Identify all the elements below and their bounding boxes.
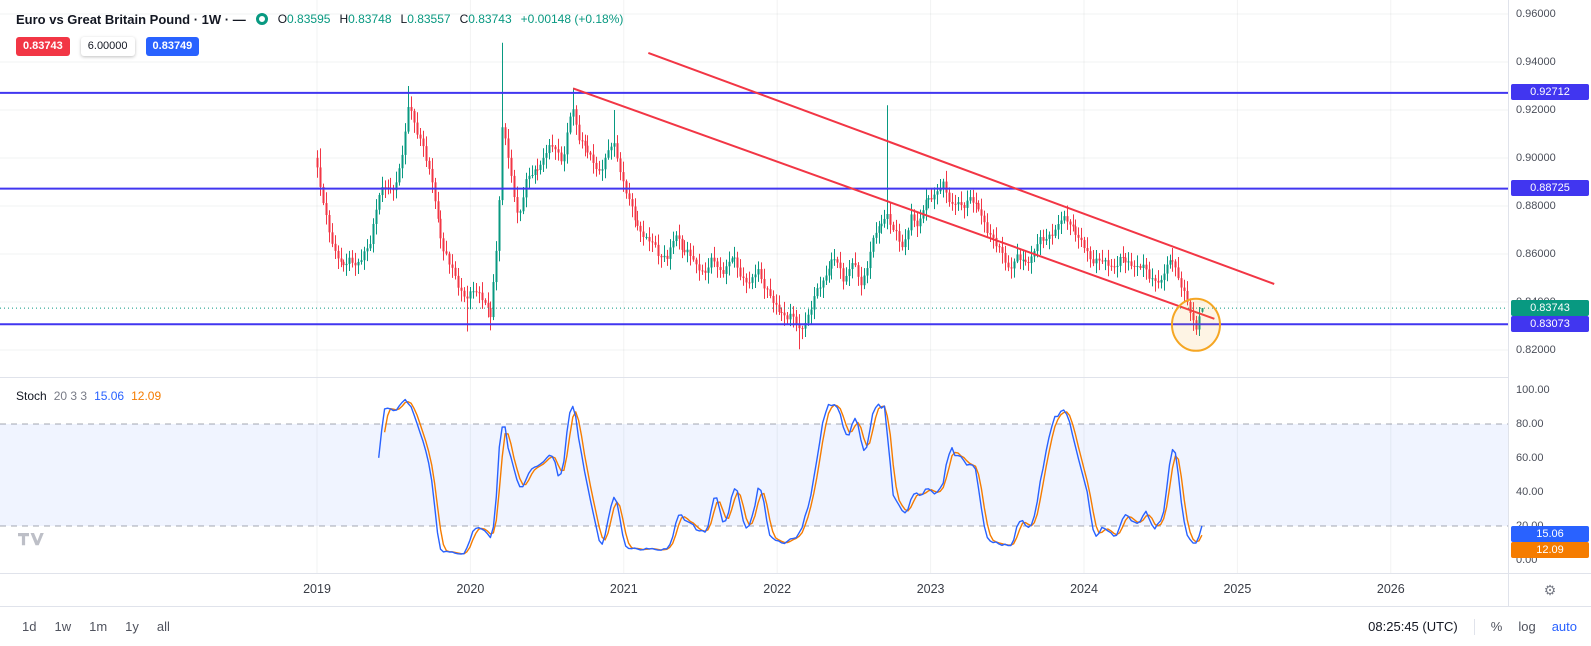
sell-price-badge[interactable]: 0.83743: [16, 37, 70, 56]
percent-scale-button[interactable]: %: [1490, 619, 1503, 634]
level-price-badge: 0.92712: [1511, 84, 1589, 101]
pane-divider[interactable]: [0, 377, 1508, 378]
time-axis-year[interactable]: 2025: [1223, 582, 1252, 596]
market-status-icon[interactable]: [255, 13, 268, 25]
price-tick: 0.92000: [1516, 103, 1556, 116]
stoch-k-value: 15.06: [94, 389, 125, 403]
descending-trend-line[interactable]: [572, 87, 1215, 320]
time-axis-year[interactable]: 2023: [916, 582, 945, 596]
buy-price-badge[interactable]: 0.83749: [145, 37, 200, 56]
auto-scale-button[interactable]: auto: [1551, 619, 1577, 634]
high-label: H: [339, 12, 349, 26]
range-1w-button[interactable]: 1w: [54, 619, 72, 634]
time-axis-year[interactable]: 2019: [303, 582, 331, 596]
log-scale-button[interactable]: log: [1518, 619, 1536, 634]
price-tick: 0.86000: [1516, 247, 1556, 260]
stoch-k-line: [378, 398, 1203, 555]
price-tick: 0.96000: [1516, 7, 1556, 20]
stoch-indicator-title[interactable]: Stoch: [16, 389, 47, 403]
toolbar-divider: [1473, 618, 1475, 635]
low-value: 0.83557: [407, 12, 451, 26]
time-axis-year[interactable]: 2020: [456, 582, 485, 596]
axis-settings-corner: ⚙: [1508, 573, 1591, 606]
stoch-d-badge: 12.09: [1511, 542, 1589, 559]
price-tick: 0.94000: [1516, 55, 1556, 68]
low-label: L: [400, 12, 408, 26]
range-1y-button[interactable]: 1y: [125, 619, 139, 634]
price-tick: 0.88000: [1516, 199, 1556, 212]
price-pane-canvas[interactable]: [0, 0, 1508, 378]
date-range-buttons: 1d 1w 1m 1y all: [14, 616, 178, 637]
stoch-d-value: 12.09: [131, 389, 162, 403]
stoch-params: 20 3 3: [53, 389, 88, 403]
stoch-tick: 100.00: [1516, 383, 1550, 396]
price-axis[interactable]: 0.96000 0.94000 0.92000 0.90000 0.88000 0.860…: [1508, 0, 1591, 606]
change-value: +0.00148 (+0.18%): [520, 12, 624, 26]
range-1d-button[interactable]: 1d: [22, 619, 37, 634]
stoch-legend: Stoch 20 3 3 15.06 12.09: [16, 389, 161, 403]
stoch-pane-canvas[interactable]: [0, 378, 1508, 573]
candlesticks: [316, 42, 1204, 350]
bottom-toolbar: 1d 1w 1m 1y all 08:25:45 (UTC) % log aut…: [0, 606, 1591, 646]
open-label: O: [277, 12, 288, 26]
range-1m-button[interactable]: 1m: [89, 619, 108, 634]
symbol-title[interactable]: Euro vs Great Britain Pound · 1W · —: [16, 11, 246, 27]
high-value: 0.83748: [348, 12, 392, 26]
descending-trend-line[interactable]: [647, 51, 1275, 285]
stoch-tick: 80.00: [1516, 417, 1544, 430]
stoch-tick: 40.00: [1516, 485, 1544, 498]
level-price-badge: 0.83073: [1511, 315, 1589, 332]
time-axis-year[interactable]: 2024: [1070, 582, 1098, 596]
spread-badge: 6.00000: [80, 37, 135, 56]
time-axis-year[interactable]: 2022: [763, 582, 792, 596]
highlight-circle[interactable]: [1170, 297, 1221, 352]
close-label: C: [459, 12, 469, 26]
gear-icon[interactable]: ⚙: [1543, 581, 1557, 598]
utc-clock[interactable]: 08:25:45 (UTC): [1368, 619, 1458, 634]
time-axis-year[interactable]: 2021: [609, 582, 638, 596]
level-price-badge: 0.88725: [1511, 180, 1589, 197]
stoch-k-badge: 15.06: [1511, 526, 1589, 543]
symbol-legend: Euro vs Great Britain Pound · 1W · — O0.…: [16, 8, 623, 56]
open-value: 0.83595: [287, 12, 331, 26]
range-all-button[interactable]: all: [156, 619, 170, 634]
last-price-badge: 0.83743: [1511, 299, 1589, 316]
time-axis-year[interactable]: 2026: [1376, 582, 1405, 596]
time-axis[interactable]: 2019 2020 2021 2022 2023 2024 2025 2026: [0, 573, 1508, 606]
stoch-tick: 60.00: [1516, 451, 1544, 464]
price-tick: 0.82000: [1516, 343, 1556, 356]
ohlc-values: O0.83595 H0.83748 L0.83557 C0.83743 +0.0…: [278, 12, 624, 26]
close-value: 0.83743: [468, 12, 512, 26]
price-tick: 0.90000: [1516, 151, 1556, 164]
